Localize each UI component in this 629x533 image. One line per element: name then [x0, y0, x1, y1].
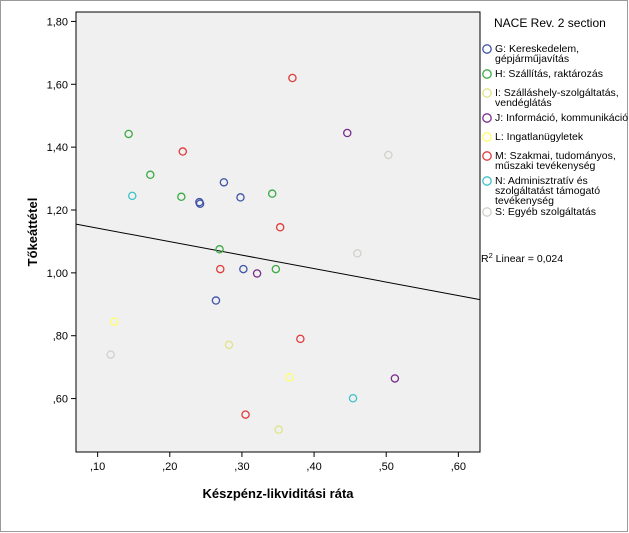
data-point-s3-p2 [390, 374, 400, 383]
legend-label: I: Szálláshely-szolgáltatás, [495, 87, 619, 99]
legend-marker-icon [482, 113, 492, 123]
x-tick-label: ,60 [451, 461, 466, 473]
y-tick-label: ,60 [53, 394, 68, 406]
data-point-s1-p0 [124, 129, 133, 139]
axis-ticks: ,10 ,20 ,30 ,40 ,50 ,60 ,60 ,80 1,00 1,20 1,40 1,60… [47, 16, 466, 473]
data-point-s0-p1 [195, 199, 205, 208]
legend-marker-icon [482, 132, 492, 142]
data-point-s5-p3 [216, 264, 225, 274]
data-point-s3-p1 [343, 128, 352, 138]
y-tick-label: 1,40 [47, 142, 68, 154]
legend-entry: I: Szálláshely-szolgáltatás,vendéglátás [482, 87, 619, 109]
x-tick-label: ,20 [162, 461, 177, 473]
data-point-s5-p2 [275, 223, 285, 232]
legend-label: N: Adminisztratív és [495, 175, 588, 187]
data-point-s0-p3 [236, 193, 245, 202]
data-point-s1-p5 [271, 264, 281, 274]
legend-marker-icon [482, 88, 492, 98]
y-tick-label: 1,00 [47, 268, 68, 280]
legend-marker-icon [482, 69, 492, 79]
r2-label-prefix: R [481, 253, 489, 265]
data-point-s0-p4 [239, 264, 248, 274]
legend-label: műszaki tevékenység [495, 160, 596, 172]
y-tick-label: 1,20 [47, 205, 68, 217]
data-point-s0-p5 [211, 296, 221, 305]
legend-marker-icon [482, 176, 492, 186]
legend-marker-icon [482, 207, 492, 217]
r2-label-suffix: Linear = 0,024 [493, 253, 564, 265]
data-point-s5-p4 [296, 334, 305, 344]
legend-label: vendéglátás [495, 97, 552, 109]
data-points [106, 73, 400, 434]
x-tick-label: ,50 [379, 461, 394, 473]
legend-title: NACE Rev. 2 section [494, 16, 606, 30]
y-tick-label: ,80 [53, 331, 68, 343]
legend: G: Kereskedelem,gépjárműjavítás H: Szállí… [482, 43, 628, 218]
data-point-s2-p1 [274, 425, 283, 434]
legend-label: szolgáltatást támogató [495, 185, 600, 197]
plot-area [75, 11, 481, 453]
legend-label: L: Ingatlanügyletek [495, 131, 584, 143]
legend-label: S: Egyéb szolgáltatás [495, 206, 596, 218]
data-point-s2-p0 [224, 340, 234, 350]
data-point-s7-p0 [106, 350, 115, 359]
legend-marker-icon [482, 44, 492, 54]
legend-entry: M: Szakmai, tudományos,műszaki tevékenys… [482, 150, 616, 172]
legend-marker-icon [482, 151, 492, 161]
legend-label: H: Szállítás, raktározás [495, 68, 603, 80]
legend-label: J: Információ, kommunikáció [495, 112, 628, 124]
legend-label: tevékenység [495, 195, 554, 207]
data-point-s1-p1 [146, 170, 155, 180]
y-axis-title: Tőkeáttétel [25, 198, 40, 267]
data-point-s4-p0 [109, 317, 119, 326]
data-point-s5-p5 [241, 410, 250, 419]
x-tick-label: ,10 [90, 461, 105, 473]
x-tick-label: ,40 [306, 461, 321, 473]
legend-label: gépjárműjavítás [495, 53, 569, 65]
legend-label: M: Szakmai, tudományos, [495, 150, 616, 162]
data-point-s1-p2 [177, 192, 186, 202]
data-point-s3-p0 [252, 269, 262, 278]
legend-label: G: Kereskedelem, [495, 43, 579, 55]
legend-entry: J: Információ, kommunikáció [482, 112, 628, 124]
data-point-s5-p1 [288, 73, 297, 83]
data-point-s6-p0 [128, 191, 137, 201]
legend-entry: S: Egyéb szolgáltatás [482, 206, 596, 218]
y-tick-label: 1,80 [47, 16, 68, 28]
r2-label-sup: 2 [489, 251, 493, 260]
data-point-s6-p1 [348, 394, 358, 403]
linear-fit-line [75, 223, 481, 301]
x-axis-title: Készpénz-likviditási ráta [203, 486, 355, 501]
legend-entry: G: Kereskedelem,gépjárműjavítás [482, 43, 579, 65]
fit-line-layer [75, 223, 481, 301]
data-point-s5-p0 [178, 147, 188, 156]
y-tick-label: 1,60 [47, 79, 68, 91]
data-point-s1-p3 [215, 245, 224, 254]
data-point-s0-p2 [219, 178, 229, 187]
data-point-s7-p1 [353, 249, 362, 258]
data-point-s1-p4 [267, 189, 277, 198]
x-tick-label: ,30 [234, 461, 249, 473]
legend-entry: L: Ingatlanügyletek [482, 131, 584, 143]
data-point-s4-p1 [285, 372, 294, 382]
r2-label: R2 Linear = 0,024 [481, 251, 563, 266]
legend-entry: H: Szállítás, raktározás [482, 68, 603, 80]
data-point-s7-p2 [384, 150, 393, 160]
